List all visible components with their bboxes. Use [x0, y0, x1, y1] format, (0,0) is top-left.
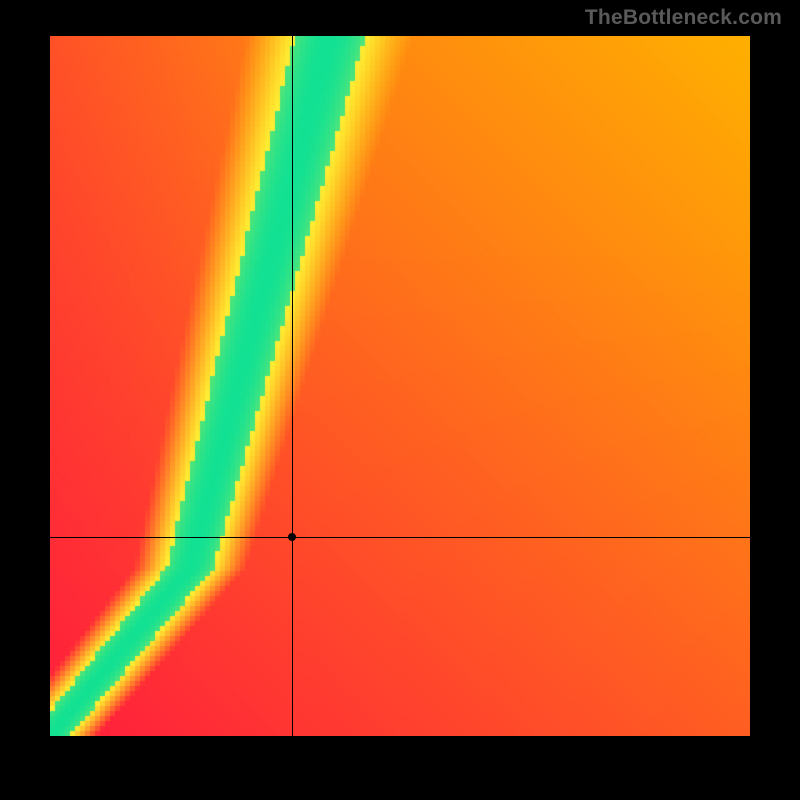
- crosshair-horizontal: [50, 537, 750, 538]
- heatmap-canvas: [50, 36, 750, 736]
- heatmap-plot: [50, 36, 750, 736]
- watermark-text: TheBottleneck.com: [585, 6, 782, 30]
- crosshair-marker: [288, 533, 296, 541]
- crosshair-vertical: [292, 36, 293, 736]
